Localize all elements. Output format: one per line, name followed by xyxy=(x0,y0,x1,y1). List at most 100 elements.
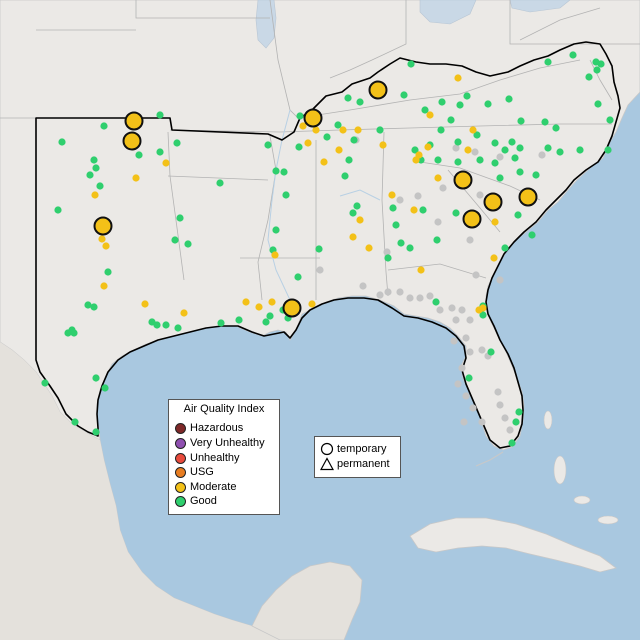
good-monitor-marker[interactable] xyxy=(476,156,484,164)
good-monitor-marker[interactable] xyxy=(135,151,143,159)
good-monitor-marker[interactable] xyxy=(356,98,364,106)
nodata-monitor-marker[interactable] xyxy=(426,292,434,300)
good-monitor-marker[interactable] xyxy=(438,98,446,106)
temporary-monitor-marker[interactable] xyxy=(453,170,473,190)
good-monitor-marker[interactable] xyxy=(452,209,460,217)
moderate-monitor-marker[interactable] xyxy=(365,244,373,252)
good-monitor-marker[interactable] xyxy=(266,312,274,320)
good-monitor-marker[interactable] xyxy=(544,144,552,152)
good-monitor-marker[interactable] xyxy=(295,143,303,151)
good-monitor-marker[interactable] xyxy=(505,95,513,103)
temporary-monitor-marker[interactable] xyxy=(483,192,503,212)
temporary-monitor-marker[interactable] xyxy=(518,187,538,207)
good-monitor-marker[interactable] xyxy=(153,321,161,329)
nodata-monitor-marker[interactable] xyxy=(436,306,444,314)
good-monitor-marker[interactable] xyxy=(90,303,98,311)
good-monitor-marker[interactable] xyxy=(92,374,100,382)
nodata-monitor-marker[interactable] xyxy=(466,316,474,324)
good-monitor-marker[interactable] xyxy=(397,239,405,247)
good-monitor-marker[interactable] xyxy=(70,329,78,337)
moderate-monitor-marker[interactable] xyxy=(354,126,362,134)
moderate-monitor-marker[interactable] xyxy=(308,300,316,308)
good-monitor-marker[interactable] xyxy=(235,316,243,324)
good-monitor-marker[interactable] xyxy=(350,136,358,144)
moderate-monitor-marker[interactable] xyxy=(388,191,396,199)
good-monitor-marker[interactable] xyxy=(437,126,445,134)
nodata-monitor-marker[interactable] xyxy=(469,404,477,412)
good-monitor-marker[interactable] xyxy=(294,273,302,281)
moderate-monitor-marker[interactable] xyxy=(132,174,140,182)
good-monitor-marker[interactable] xyxy=(419,206,427,214)
good-monitor-marker[interactable] xyxy=(54,206,62,214)
moderate-monitor-marker[interactable] xyxy=(102,242,110,250)
good-monitor-marker[interactable] xyxy=(353,202,361,210)
moderate-monitor-marker[interactable] xyxy=(469,126,477,134)
good-monitor-marker[interactable] xyxy=(345,156,353,164)
good-monitor-marker[interactable] xyxy=(594,100,602,108)
good-monitor-marker[interactable] xyxy=(463,92,471,100)
good-monitor-marker[interactable] xyxy=(541,118,549,126)
temporary-monitor-marker[interactable] xyxy=(282,298,302,318)
moderate-monitor-marker[interactable] xyxy=(91,191,99,199)
moderate-monitor-marker[interactable] xyxy=(100,282,108,290)
good-monitor-marker[interactable] xyxy=(512,418,520,426)
good-monitor-marker[interactable] xyxy=(392,221,400,229)
nodata-monitor-marker[interactable] xyxy=(462,392,470,400)
good-monitor-marker[interactable] xyxy=(272,167,280,175)
nodata-monitor-marker[interactable] xyxy=(496,153,504,161)
moderate-monitor-marker[interactable] xyxy=(268,298,276,306)
temporary-monitor-marker[interactable] xyxy=(303,108,323,128)
good-monitor-marker[interactable] xyxy=(280,168,288,176)
good-monitor-marker[interactable] xyxy=(101,384,109,392)
good-monitor-marker[interactable] xyxy=(516,144,524,152)
moderate-monitor-marker[interactable] xyxy=(304,139,312,147)
good-monitor-marker[interactable] xyxy=(349,209,357,217)
good-monitor-marker[interactable] xyxy=(465,374,473,382)
nodata-monitor-marker[interactable] xyxy=(316,266,324,274)
good-monitor-marker[interactable] xyxy=(421,106,429,114)
nodata-monitor-marker[interactable] xyxy=(434,218,442,226)
moderate-monitor-marker[interactable] xyxy=(426,111,434,119)
good-monitor-marker[interactable] xyxy=(433,236,441,244)
good-monitor-marker[interactable] xyxy=(508,439,516,447)
good-monitor-marker[interactable] xyxy=(597,60,605,68)
good-monitor-marker[interactable] xyxy=(315,245,323,253)
good-monitor-marker[interactable] xyxy=(434,156,442,164)
nodata-monitor-marker[interactable] xyxy=(406,294,414,302)
moderate-monitor-marker[interactable] xyxy=(180,309,188,317)
nodata-monitor-marker[interactable] xyxy=(416,294,424,302)
good-monitor-marker[interactable] xyxy=(604,146,612,154)
nodata-monitor-marker[interactable] xyxy=(439,184,447,192)
good-monitor-marker[interactable] xyxy=(406,244,414,252)
moderate-monitor-marker[interactable] xyxy=(490,254,498,262)
good-monitor-marker[interactable] xyxy=(411,146,419,154)
nodata-monitor-marker[interactable] xyxy=(466,236,474,244)
temporary-monitor-marker[interactable] xyxy=(93,216,113,236)
moderate-monitor-marker[interactable] xyxy=(335,146,343,154)
moderate-monitor-marker[interactable] xyxy=(464,146,472,154)
good-monitor-marker[interactable] xyxy=(407,60,415,68)
good-monitor-marker[interactable] xyxy=(511,154,519,162)
good-monitor-marker[interactable] xyxy=(184,240,192,248)
good-monitor-marker[interactable] xyxy=(514,211,522,219)
good-monitor-marker[interactable] xyxy=(487,348,495,356)
good-monitor-marker[interactable] xyxy=(556,148,564,156)
moderate-monitor-marker[interactable] xyxy=(162,159,170,167)
temporary-monitor-marker[interactable] xyxy=(124,111,144,131)
good-monitor-marker[interactable] xyxy=(400,91,408,99)
temporary-monitor-marker[interactable] xyxy=(122,131,142,151)
good-monitor-marker[interactable] xyxy=(593,66,601,74)
good-monitor-marker[interactable] xyxy=(272,226,280,234)
good-monitor-marker[interactable] xyxy=(64,329,72,337)
good-monitor-marker[interactable] xyxy=(174,324,182,332)
nodata-monitor-marker[interactable] xyxy=(496,276,504,284)
good-monitor-marker[interactable] xyxy=(92,428,100,436)
nodata-monitor-marker[interactable] xyxy=(396,196,404,204)
nodata-monitor-marker[interactable] xyxy=(450,337,458,345)
moderate-monitor-marker[interactable] xyxy=(412,156,420,164)
nodata-monitor-marker[interactable] xyxy=(466,348,474,356)
good-monitor-marker[interactable] xyxy=(334,121,342,129)
good-monitor-marker[interactable] xyxy=(90,156,98,164)
moderate-monitor-marker[interactable] xyxy=(242,298,250,306)
